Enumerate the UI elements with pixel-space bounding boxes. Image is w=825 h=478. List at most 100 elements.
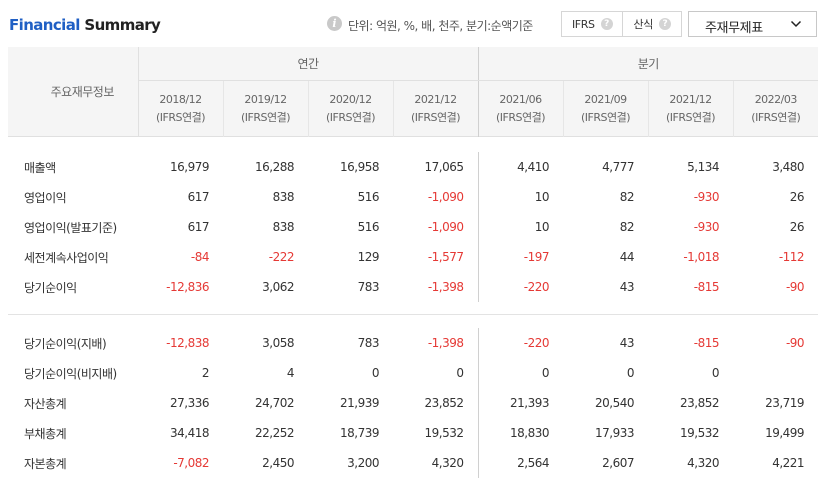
table-cell: 16,958 bbox=[340, 160, 380, 174]
column-header: 2020/12 (IFRS연결) bbox=[307, 80, 393, 137]
column-basis: (IFRS연결) bbox=[581, 110, 631, 124]
table-cell: 2,564 bbox=[477, 448, 564, 478]
table-cell: -1,398 bbox=[427, 280, 464, 294]
table-cell: 19,532 bbox=[424, 426, 465, 440]
spacer-row bbox=[8, 302, 819, 315]
ifrs-option[interactable]: IFRS? bbox=[562, 12, 624, 36]
row-label: 세전계속사업이익 bbox=[24, 250, 109, 265]
column-header: 2018/12 (IFRS연결) bbox=[137, 80, 223, 137]
table-cell: 838 bbox=[272, 190, 295, 204]
column-basis: (IFRS연결) bbox=[325, 110, 376, 124]
table-row: 당기순이익(비지배) 2 4 0 0 0 0 0 bbox=[8, 358, 818, 388]
table-cell: 26 bbox=[789, 190, 805, 204]
column-period: 2021/12 bbox=[669, 92, 712, 106]
table-cell: 516 bbox=[357, 190, 380, 204]
column-header: 2022/03 (IFRS연결) bbox=[732, 80, 819, 137]
table-cell: 0 bbox=[456, 366, 464, 380]
table-cell: -222 bbox=[268, 250, 295, 264]
column-period: 2021/06 bbox=[499, 92, 542, 106]
table-row: 매출액 16,979 16,288 16,958 17,065 4,410 4,777 5,1… bbox=[8, 152, 818, 182]
table-row: 세전계속사업이익 -84 -222 129 -1,577 -197 44 -1,018 -112 bbox=[8, 242, 818, 272]
row-label: 영업이익 bbox=[24, 190, 67, 205]
table-row: 부채총계 34,418 22,252 18,739 19,532 18,830 17,933… bbox=[8, 418, 818, 448]
table-cell: 516 bbox=[357, 220, 380, 234]
title-financial: Financial bbox=[9, 16, 80, 34]
table-cell: -1,577 bbox=[427, 250, 464, 264]
chevron-down-icon bbox=[790, 20, 802, 28]
column-header: 2021/12 (IFRS연결) bbox=[392, 80, 479, 137]
formula-label: 산식 bbox=[633, 18, 654, 31]
column-period: 2020/12 bbox=[329, 92, 372, 106]
table-cell: 34,418 bbox=[170, 426, 210, 440]
info-icon[interactable]: i bbox=[327, 16, 342, 31]
row-label: 당기순이익 bbox=[24, 280, 77, 295]
formula-option[interactable]: 산식? bbox=[623, 12, 681, 36]
row-header: 주요재무정보 bbox=[8, 47, 139, 137]
table-cell: 23,719 bbox=[765, 396, 805, 410]
table-row: 자산총계 27,336 24,702 21,939 23,852 21,393 20,540… bbox=[8, 388, 818, 418]
column-period: 2018/12 bbox=[159, 92, 202, 106]
column-basis: (IFRS연결) bbox=[240, 110, 291, 124]
table-cell: -84 bbox=[190, 250, 210, 264]
table-cell: 22,252 bbox=[255, 426, 295, 440]
spacer-row bbox=[8, 137, 818, 153]
page-title: Financial Summary bbox=[9, 16, 161, 34]
column-basis: (IFRS연결) bbox=[155, 110, 206, 124]
row-label: 영업이익(발표기준) bbox=[24, 220, 117, 235]
column-period: 2021/09 bbox=[584, 92, 627, 106]
column-basis: (IFRS연결) bbox=[496, 110, 546, 124]
table-cell: 43 bbox=[619, 336, 635, 350]
table-cell: -7,082 bbox=[173, 456, 209, 470]
spacer-row bbox=[8, 315, 818, 329]
table-cell: 4,410 bbox=[477, 152, 564, 182]
help-icon[interactable]: ? bbox=[600, 18, 613, 30]
table-cell: 3,062 bbox=[262, 280, 294, 294]
table-cell: -220 bbox=[477, 272, 564, 302]
table-cell: 0 bbox=[477, 358, 564, 388]
column-header: 2021/09 (IFRS연결) bbox=[562, 80, 649, 137]
column-header: 2021/06 (IFRS연결) bbox=[477, 80, 564, 137]
table-cell: 3,200 bbox=[347, 456, 379, 470]
table-cell: 23,852 bbox=[424, 396, 465, 410]
column-header: 2021/12 (IFRS연결) bbox=[647, 80, 734, 137]
table-cell: 2,607 bbox=[602, 456, 635, 470]
table-cell: -12,836 bbox=[166, 280, 209, 294]
table-row: 영업이익(발표기준) 617 838 516 -1,090 10 82 -930 26 bbox=[8, 212, 818, 242]
table-cell: 17,933 bbox=[595, 426, 635, 440]
table-cell: 19,532 bbox=[680, 426, 720, 440]
table-cell: -90 bbox=[785, 336, 805, 350]
table-cell bbox=[733, 358, 818, 388]
table-cell: 18,830 bbox=[477, 418, 564, 448]
table-cell: -930 bbox=[693, 220, 720, 234]
statement-select[interactable]: 주재무제표 bbox=[688, 11, 817, 37]
table-cell: 44 bbox=[619, 250, 635, 264]
column-basis: (IFRS연결) bbox=[411, 110, 461, 124]
table-row: 당기순이익 -12,836 3,062 783 -1,398 -220 43 -815 -90 bbox=[8, 272, 818, 302]
help-icon[interactable]: ? bbox=[658, 18, 671, 30]
table-cell: -197 bbox=[477, 242, 564, 272]
table-row: 영업이익 617 838 516 -1,090 10 82 -930 26 bbox=[8, 182, 818, 212]
row-label: 부채총계 bbox=[24, 426, 67, 441]
table-cell: 19,499 bbox=[765, 426, 805, 440]
group-annual: 연간 bbox=[138, 47, 479, 81]
unit-text: 단위: 억원, %, 배, 천주, 분기:순액기준 bbox=[348, 19, 533, 33]
table-row: 당기순이익(지배) -12,838 3,058 783 -1,398 -220 43 -815… bbox=[8, 328, 818, 358]
table-cell: 4,320 bbox=[687, 456, 720, 470]
table-cell: -930 bbox=[693, 190, 720, 204]
table-cell: 16,288 bbox=[255, 160, 295, 174]
column-basis: (IFRS연결) bbox=[666, 110, 716, 124]
table-cell: 4 bbox=[286, 366, 295, 380]
table-cell: 838 bbox=[272, 220, 295, 234]
table-cell: 783 bbox=[357, 280, 380, 294]
table-cell: 21,939 bbox=[340, 396, 380, 410]
financial-summary-table: 주요재무정보 연간 분기 2018/12 (IFRS연결) 2019/12 (IFRS… bbox=[8, 47, 819, 478]
table-cell: -90 bbox=[785, 280, 805, 294]
table-cell: 783 bbox=[357, 336, 380, 350]
table-cell: 0 bbox=[626, 366, 635, 380]
table-row: 자본총계 -7,082 2,450 3,200 4,320 2,564 2,607 4,320… bbox=[8, 448, 818, 478]
table-cell: 10 bbox=[477, 212, 564, 242]
table-cell: 617 bbox=[187, 220, 210, 234]
table-cell: 2 bbox=[201, 366, 210, 380]
table-cell: -112 bbox=[778, 250, 805, 264]
table-cell: 18,739 bbox=[340, 426, 380, 440]
